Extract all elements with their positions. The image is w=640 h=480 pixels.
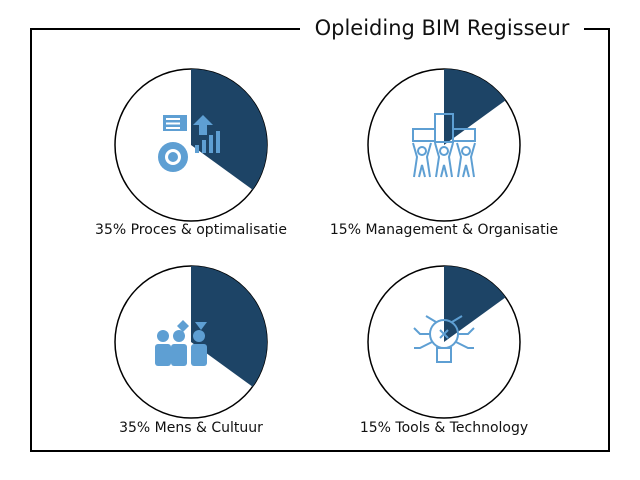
pie-slice-1	[444, 69, 506, 145]
lightbulb-circuit-icon	[413, 315, 475, 363]
pie-slice-0	[191, 69, 267, 190]
team-people-icon	[155, 320, 207, 366]
pie-slice-2	[191, 266, 267, 387]
page-title: Opleiding BIM Regisseur	[300, 14, 584, 42]
pie-label-2: 35% Mens & Cultuur	[119, 420, 263, 436]
people-lifting-buildings-icon	[412, 113, 476, 178]
pie-slice-3	[444, 266, 506, 342]
pie-label-0: 35% Proces & optimalisatie	[95, 222, 287, 238]
pie-label-3: 15% Tools & Technology	[359, 420, 529, 436]
process-gear-chart-icon	[158, 115, 220, 172]
pie-label-1: 15% Management & Organisatie	[329, 222, 559, 238]
